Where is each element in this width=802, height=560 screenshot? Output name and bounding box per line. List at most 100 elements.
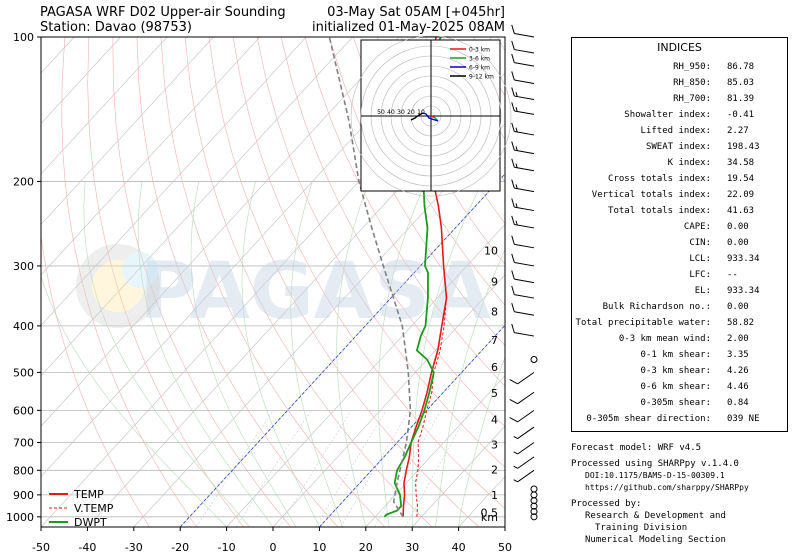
footer-url: https://github.com/sharppy/SHARPpy (585, 483, 749, 492)
hodograph-trace (422, 112, 439, 122)
wind-barb-half (515, 163, 518, 168)
hodograph-legend-label: 3-6 km (469, 56, 490, 63)
index-label: 0-305m shear: (640, 398, 711, 408)
wind-barb-flag (511, 158, 515, 168)
isotherm (41, 37, 261, 276)
footer-doi: DOI:10.1175/BAMS-D-15-00309.1 (585, 471, 725, 480)
index-value: -- (727, 270, 738, 280)
footer-section: Numerical Modeling Section (585, 535, 726, 545)
dry-adiabat (208, 37, 480, 527)
dry-adiabat (376, 37, 505, 265)
isotherm (41, 37, 168, 175)
y-tick-label: 100 (13, 31, 34, 44)
index-label: LCL: (689, 254, 711, 264)
dry-adiabat (352, 37, 505, 306)
wind-barb-flag (511, 102, 515, 112)
wind-barb-shaft (517, 426, 535, 439)
index-value: 34.58 (727, 158, 755, 168)
hodograph-ring (350, 35, 512, 197)
wind-barb-calm (530, 491, 538, 499)
index-row: Lifted index: 2.27 (572, 126, 787, 142)
wind-barb-shaft (517, 391, 535, 405)
index-label: CAPE: (683, 222, 711, 232)
wind-barb (509, 409, 535, 423)
index-label: RH_950: (673, 62, 711, 72)
title-valid-time: 03-May Sat 05AM [+045hr] (327, 5, 505, 20)
x-tick-label: -30 (125, 541, 143, 554)
wind-barb-half (515, 184, 518, 189)
isotherm (41, 37, 121, 124)
index-value: 41.63 (727, 206, 755, 216)
index-label: 0-6 km shear: (640, 382, 711, 392)
wind-barb-flag (511, 53, 515, 63)
dry-adiabat (280, 37, 505, 428)
y-tick-label: 1000 (6, 511, 34, 524)
chart-title-right: 03-May Sat 05AM [+045hr] initialized 01-M… (312, 5, 505, 35)
footer-model: Forecast model: WRF v4.5 (571, 443, 702, 453)
isotherm (133, 123, 505, 527)
wind-barb (513, 469, 535, 483)
dry-adiabat (328, 37, 505, 347)
height-label: 2 (491, 463, 498, 476)
index-row: LFC: -- (572, 270, 787, 286)
isotherm (41, 37, 353, 377)
mixing-ratio-line (340, 410, 410, 527)
height-label: 8 (491, 305, 498, 318)
y-tick-label: 700 (13, 437, 34, 450)
index-label: Vertical totals index: (591, 190, 711, 200)
index-value: 039 NE (727, 414, 760, 424)
wind-barb-shaft (514, 187, 535, 193)
height-label: km (481, 511, 498, 524)
wind-barb (511, 323, 535, 337)
wind-barb-flag (511, 24, 515, 34)
wind-barb-half (513, 479, 518, 483)
height-label: 0.5 (481, 507, 499, 520)
wind-barb (513, 442, 535, 455)
height-label: 1 (491, 489, 498, 502)
title-station: Station: Davao (98753) (40, 20, 192, 35)
index-label: Showalter index: (624, 110, 711, 120)
index-label: 0-1 km shear: (640, 350, 711, 360)
hodograph-ring-label: 10 (417, 109, 425, 116)
index-value: 86.78 (727, 62, 755, 72)
index-row: RH_700: 81.39 (572, 94, 787, 110)
chart-title-left: PAGASA WRF D02 Upper-air Sounding Station… (40, 5, 286, 35)
isotherm (41, 37, 214, 225)
index-row: Bulk Richardson no.: 0.00 (572, 302, 787, 318)
wind-barb-flag (509, 399, 518, 405)
wind-barb-shaft (517, 371, 535, 385)
height-label: 10 (484, 245, 498, 258)
wind-barb (511, 235, 535, 249)
index-value: 58.82 (727, 318, 755, 328)
dry-adiabat (112, 37, 292, 527)
y-tick-label: 200 (13, 175, 34, 188)
wind-barb-flag (511, 270, 515, 280)
wind-barb-flag (511, 215, 515, 225)
wind-barb-shaft (514, 130, 535, 136)
index-value: 3.35 (727, 350, 749, 360)
isotherm (272, 274, 505, 527)
y-tick-label: 600 (13, 404, 34, 417)
index-row: RH_950: 86.78 (572, 62, 787, 78)
footer-processed: Processed using SHARPpy v.1.4.0 (571, 459, 739, 469)
moist-adiabat (290, 181, 343, 527)
x-tick-label: 0 (270, 541, 277, 554)
y-tick-label: 300 (13, 260, 34, 273)
index-value: 19.54 (727, 174, 755, 184)
y-tick-label: 500 (13, 366, 34, 379)
height-label: 3 (491, 438, 498, 451)
footer-division-2: Training Division (595, 523, 688, 533)
index-value: 933.34 (727, 254, 760, 264)
wind-barb (511, 303, 535, 316)
index-row: Vertical totals index: 22.09 (572, 190, 787, 206)
wind-barb-shaft (514, 110, 535, 115)
isotherm (411, 425, 505, 527)
hodograph-legend-label: 0-3 km (469, 47, 490, 54)
wind-barb-shaft (514, 278, 535, 284)
hodograph-legend-label: 9-12 km (469, 74, 494, 81)
wind-barb-half (515, 127, 518, 133)
height-label: 5 (491, 387, 498, 400)
wind-barb-half (515, 146, 518, 151)
axes: -50 -40 -30 -20 -10 0 10 20 30 40 5010020030040050… (6, 31, 512, 554)
